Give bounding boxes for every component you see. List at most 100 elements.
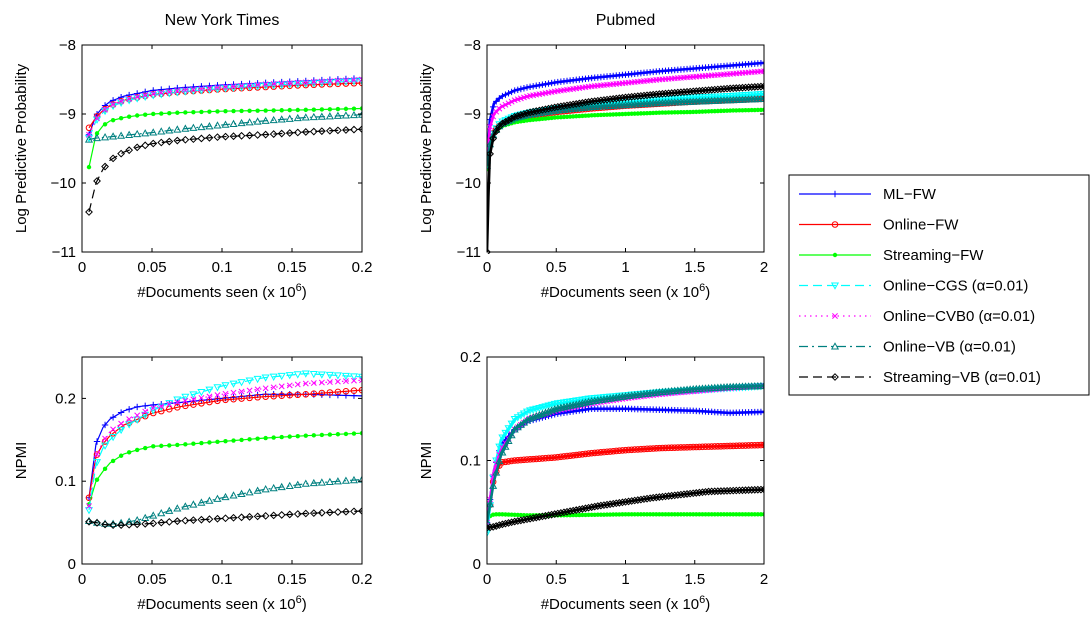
data-point xyxy=(497,512,502,517)
data-point xyxy=(721,512,727,517)
data-point xyxy=(673,88,682,97)
data-point xyxy=(572,100,581,108)
data-point xyxy=(173,517,182,526)
data-point xyxy=(357,373,362,382)
data-point xyxy=(668,444,675,452)
x-tick-label: 0.1 xyxy=(212,259,233,276)
data-point xyxy=(269,130,278,138)
data-point xyxy=(86,131,92,138)
data-point xyxy=(732,486,741,495)
data-point xyxy=(715,108,721,114)
data-point xyxy=(759,381,764,390)
data-point xyxy=(142,402,149,410)
data-point xyxy=(520,110,528,118)
data-point xyxy=(703,109,708,114)
data-point xyxy=(658,492,667,501)
data-point xyxy=(149,519,158,528)
data-point xyxy=(501,519,510,528)
data-point xyxy=(150,405,157,411)
data-point xyxy=(295,433,300,439)
data-point xyxy=(504,425,513,433)
data-point xyxy=(761,512,764,517)
data-point xyxy=(141,141,150,150)
data-point xyxy=(724,108,730,113)
data-point xyxy=(245,512,254,521)
data-point xyxy=(596,96,605,105)
legend-marker xyxy=(831,221,839,228)
data-point xyxy=(695,86,704,95)
data-point xyxy=(181,516,190,525)
data-point xyxy=(614,112,619,117)
data-point xyxy=(173,396,182,404)
data-point xyxy=(689,87,698,96)
data-point xyxy=(325,126,334,135)
data-point xyxy=(318,389,326,397)
data-point xyxy=(757,82,764,91)
data-point xyxy=(126,114,132,119)
data-point xyxy=(707,85,716,94)
data-point xyxy=(710,487,719,496)
chart-panel: 0 0.05 0.1 0.15 0.2 −11 −10 −9 −8 #Documents seen… xyxy=(13,12,372,301)
data-point xyxy=(758,512,764,517)
data-point xyxy=(529,83,537,90)
data-point xyxy=(612,499,621,508)
data-point xyxy=(500,512,505,517)
data-point xyxy=(230,395,237,403)
data-point xyxy=(158,403,165,410)
data-point xyxy=(222,390,229,397)
data-point xyxy=(740,108,745,113)
series-group xyxy=(84,370,362,529)
data-point xyxy=(174,399,181,406)
data-point xyxy=(263,108,268,113)
data-point xyxy=(165,400,174,408)
data-point xyxy=(567,512,573,518)
data-point xyxy=(221,132,230,141)
data-point xyxy=(498,448,507,456)
data-point xyxy=(755,107,761,113)
data-point xyxy=(141,519,150,528)
data-point xyxy=(133,520,142,529)
data-point xyxy=(742,442,749,449)
data-point xyxy=(652,493,661,502)
data-point xyxy=(601,512,607,517)
data-point xyxy=(603,448,611,456)
data-point xyxy=(157,403,166,411)
data-point xyxy=(578,99,587,107)
data-point xyxy=(110,458,116,464)
data-point xyxy=(623,111,628,117)
series-line xyxy=(88,372,362,511)
legend-label: Streaming−FW xyxy=(883,247,984,264)
data-point xyxy=(358,507,362,515)
data-point xyxy=(509,512,514,517)
data-point xyxy=(633,92,642,101)
data-point xyxy=(548,454,555,462)
data-point xyxy=(181,124,190,132)
x-axis-label: #Documents seen (x 106) xyxy=(137,282,307,301)
data-point xyxy=(326,389,334,396)
data-point xyxy=(262,385,269,392)
data-point xyxy=(556,509,565,517)
data-point xyxy=(334,392,342,399)
data-point xyxy=(109,521,117,529)
data-point xyxy=(729,84,738,93)
data-point xyxy=(680,88,688,96)
data-point xyxy=(523,109,531,117)
data-point xyxy=(666,512,671,517)
data-point xyxy=(295,107,300,113)
data-point xyxy=(214,84,221,91)
data-point xyxy=(640,445,648,453)
data-point xyxy=(101,520,109,529)
legend-label: Online−FW xyxy=(883,217,959,234)
data-point xyxy=(101,102,109,109)
data-point xyxy=(743,108,748,113)
legend-frame xyxy=(788,174,1090,396)
data-point xyxy=(646,445,654,452)
data-point xyxy=(752,512,757,517)
data-point xyxy=(741,83,750,92)
data-point xyxy=(631,446,639,453)
data-point xyxy=(610,512,616,517)
data-point xyxy=(85,124,93,132)
data-point xyxy=(229,132,238,141)
x-tick-label: 0.05 xyxy=(137,259,166,276)
data-point xyxy=(660,512,665,517)
